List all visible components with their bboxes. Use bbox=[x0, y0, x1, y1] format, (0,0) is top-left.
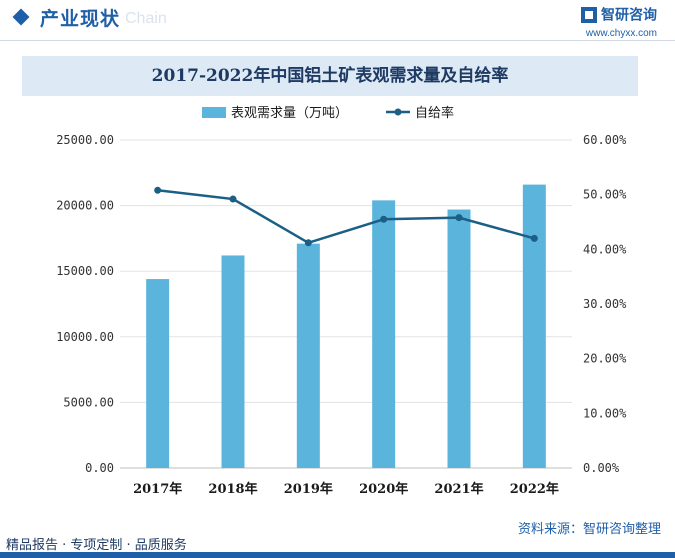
y-right-tick-label: 0.00% bbox=[583, 461, 620, 475]
section-title: 产业现状 bbox=[40, 8, 121, 30]
x-tick-label: 2019年 bbox=[284, 481, 333, 497]
y-left-tick-label: 20000.00 bbox=[56, 199, 114, 213]
line-point bbox=[530, 234, 538, 242]
brand: 智研咨询 www.chyxx.com bbox=[581, 4, 657, 39]
line-series-path bbox=[157, 189, 535, 245]
chart-title: 2017-2022年中国铝土矿表观需求量及自给率 bbox=[151, 66, 509, 86]
legend-label-line: 自给率 bbox=[415, 105, 454, 121]
footer-tagline: 精品报告 · 专项定制 · 品质服务 bbox=[6, 538, 187, 553]
footer-source: 资料来源：智研咨询整理 bbox=[517, 522, 661, 537]
brand-logo-icon bbox=[581, 6, 597, 23]
x-tick-label: 2020年 bbox=[359, 481, 408, 497]
y-left-tick-label: 10000.00 bbox=[56, 330, 114, 344]
bar bbox=[522, 184, 546, 468]
y-left-tick-label: 15000.00 bbox=[56, 264, 114, 278]
x-tick-label: 2018年 bbox=[208, 481, 257, 497]
bar bbox=[372, 200, 396, 469]
line-point bbox=[304, 239, 312, 247]
bar bbox=[146, 279, 170, 468]
y-right-tick-label: 30.00% bbox=[583, 297, 627, 311]
bar bbox=[296, 243, 320, 468]
brand-url: www.chyxx.com bbox=[585, 28, 657, 39]
y-right-tick-label: 20.00% bbox=[583, 352, 627, 366]
footer-bar bbox=[0, 552, 675, 558]
legend-label-bar: 表观需求量（万吨） bbox=[231, 106, 348, 121]
y-right-tick-label: 60.00% bbox=[583, 133, 627, 147]
x-tick-label: 2022年 bbox=[510, 481, 559, 497]
y-right-tick-label: 40.00% bbox=[583, 242, 627, 256]
header-watermark: Chain bbox=[125, 10, 167, 27]
y-right-tick-label: 50.00% bbox=[583, 188, 627, 202]
bar bbox=[221, 255, 245, 468]
y-left-tick-label: 5000.00 bbox=[63, 395, 114, 409]
bar bbox=[447, 209, 471, 468]
line-point bbox=[380, 215, 388, 223]
header-divider bbox=[0, 40, 675, 41]
legend-swatch-bar bbox=[202, 107, 226, 118]
chart-title-band: 2017-2022年中国铝土矿表观需求量及自给率 bbox=[22, 56, 638, 96]
page-header: 产业现状 Chain 智研咨询 www.chyxx.com bbox=[0, 0, 675, 40]
y-left-tick-label: 0.00 bbox=[85, 461, 114, 475]
x-tick-label: 2017年 bbox=[133, 481, 182, 497]
legend-swatch-line-marker bbox=[394, 108, 402, 116]
line-point bbox=[154, 186, 162, 194]
x-tick-label: 2021年 bbox=[434, 481, 483, 497]
line-point bbox=[455, 214, 463, 222]
y-left-tick-label: 25000.00 bbox=[56, 133, 114, 147]
y-right-tick-label: 10.00% bbox=[583, 406, 627, 420]
line-point bbox=[229, 195, 237, 203]
brand-name: 智研咨询 bbox=[601, 7, 657, 24]
